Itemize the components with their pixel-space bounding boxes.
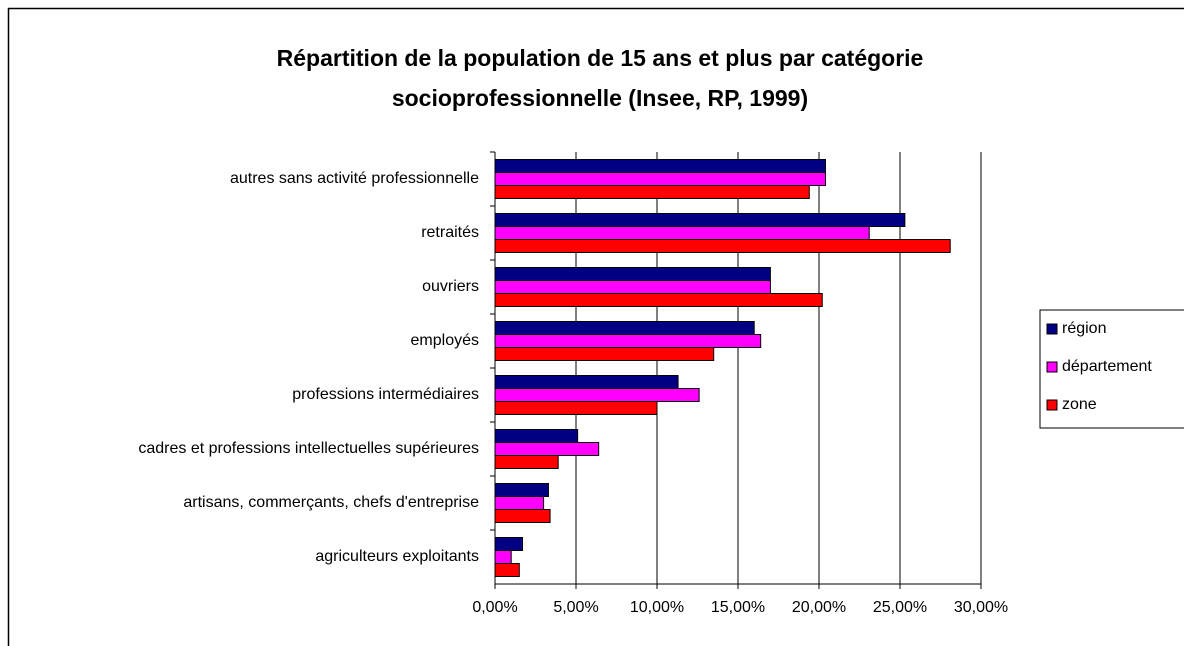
legend-swatch xyxy=(1046,323,1058,335)
bar xyxy=(494,388,700,402)
bar xyxy=(494,267,771,281)
x-tick-label: 15,00% xyxy=(711,599,765,616)
y-tick-label: agriculteurs exploitants xyxy=(315,548,479,565)
y-tick-label: autres sans activité professionnelle xyxy=(230,170,479,187)
x-tick-label: 25,00% xyxy=(873,599,927,616)
bar xyxy=(494,563,520,577)
legend-swatch xyxy=(1046,399,1058,411)
bar xyxy=(494,375,679,389)
bar xyxy=(494,185,810,199)
bar xyxy=(494,280,771,294)
x-tick-label: 5,00% xyxy=(553,599,598,616)
bar xyxy=(494,239,951,253)
bar xyxy=(494,293,823,307)
bar xyxy=(494,496,545,510)
y-tick-label: employés xyxy=(411,332,479,349)
bar xyxy=(494,213,906,227)
x-tick-label: 0,00% xyxy=(472,599,517,616)
y-tick-label: artisans, commerçants, chefs d'entrepris… xyxy=(183,494,479,511)
legend-label: département xyxy=(1062,358,1152,375)
bar xyxy=(494,226,870,240)
bar xyxy=(494,334,762,348)
legend-label: région xyxy=(1062,320,1106,337)
x-tick-label: 10,00% xyxy=(630,599,684,616)
chart-title: Répartition de la population de 15 ans e… xyxy=(277,45,924,71)
bar xyxy=(494,509,551,523)
bar xyxy=(494,442,600,456)
legend-label: zone xyxy=(1062,396,1097,413)
y-tick-label: cadres et professions intellectuelles su… xyxy=(138,440,479,457)
chart-title: socioprofessionnelle (Insee, RP, 1999) xyxy=(392,85,808,111)
y-tick-label: professions intermédiaires xyxy=(292,386,479,403)
y-tick-label: ouvriers xyxy=(422,278,479,295)
bar xyxy=(494,550,512,564)
x-tick-label: 20,00% xyxy=(792,599,846,616)
legend-box xyxy=(1039,309,1184,429)
bar xyxy=(494,455,559,469)
bar xyxy=(494,347,715,361)
bar xyxy=(494,483,549,497)
bar xyxy=(494,401,658,415)
bar xyxy=(494,429,579,443)
y-tick-label: retraités xyxy=(421,224,479,241)
bar xyxy=(494,172,826,186)
bar xyxy=(494,537,524,551)
legend-swatch xyxy=(1046,361,1058,373)
x-tick-label: 30,00% xyxy=(954,599,1008,616)
bar xyxy=(494,159,826,173)
bar xyxy=(494,321,755,335)
